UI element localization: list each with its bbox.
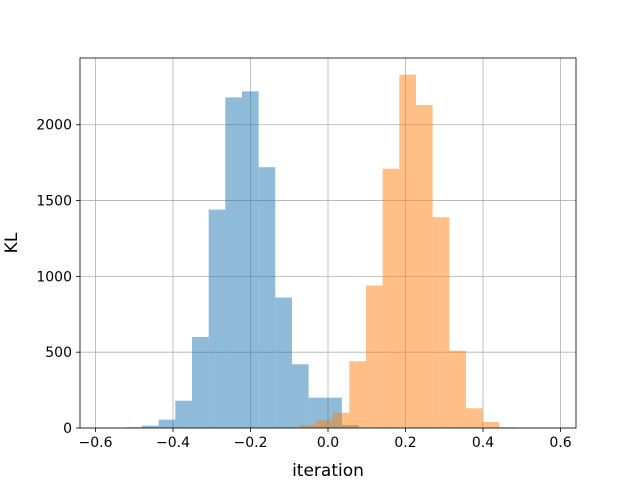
histogram-bar-series-2 bbox=[299, 424, 316, 428]
histogram-bar-series-2 bbox=[365, 285, 383, 428]
histogram-bar-series-1 bbox=[225, 97, 242, 428]
histogram-bar-series-1 bbox=[291, 364, 309, 428]
y-tick-label: 500 bbox=[45, 345, 72, 361]
histogram-bar-series-2 bbox=[449, 350, 466, 428]
y-tick-label: 0 bbox=[63, 421, 72, 437]
y-tick-label: 1500 bbox=[36, 194, 72, 210]
y-tick-label: 2000 bbox=[36, 118, 72, 134]
histogram-bar-series-2 bbox=[315, 420, 333, 428]
histogram-bar-series-2 bbox=[432, 217, 450, 428]
histogram-bar-series-1 bbox=[258, 167, 276, 428]
x-tick-label: 0.2 bbox=[394, 435, 416, 451]
histogram-bar-series-1 bbox=[275, 297, 292, 428]
x-tick-label: −0.2 bbox=[234, 435, 268, 451]
histogram-bar-series-2 bbox=[415, 105, 433, 429]
x-tick-label: 0.0 bbox=[317, 435, 339, 451]
histogram-bar-series-1 bbox=[191, 337, 209, 428]
y-axis-ticks: 0 500 1000 1500 2000 bbox=[36, 118, 80, 437]
x-axis-ticks: −0.6 −0.4 −0.2 0.0 0.2 0.4 0.6 bbox=[79, 428, 572, 451]
x-tick-label: 0.6 bbox=[549, 435, 571, 451]
grid-lines bbox=[80, 58, 576, 429]
histogram-bar-series-2 bbox=[482, 421, 500, 428]
histogram-bar-series-2 bbox=[332, 412, 350, 428]
histogram-bar-series-1 bbox=[208, 209, 226, 428]
x-axis-label: iteration bbox=[292, 461, 364, 480]
histogram-bar-series-2 bbox=[465, 408, 483, 428]
histogram-bar-series-1 bbox=[175, 400, 192, 428]
histogram-bar-series-2 bbox=[382, 168, 400, 428]
histogram-bar-series-1 bbox=[241, 91, 259, 428]
y-tick-label: 1000 bbox=[36, 269, 72, 285]
histogram-bar-series-1 bbox=[158, 419, 176, 428]
x-tick-label: 0.4 bbox=[472, 435, 494, 451]
histogram-bar-series-2 bbox=[399, 74, 416, 428]
x-tick-label: −0.4 bbox=[156, 435, 190, 451]
histogram-bars bbox=[125, 74, 516, 429]
histogram-bar-series-1 bbox=[142, 425, 159, 428]
x-tick-label: −0.6 bbox=[79, 435, 113, 451]
y-axis-label: KL bbox=[2, 232, 22, 253]
histogram-bar-series-2 bbox=[349, 361, 366, 428]
